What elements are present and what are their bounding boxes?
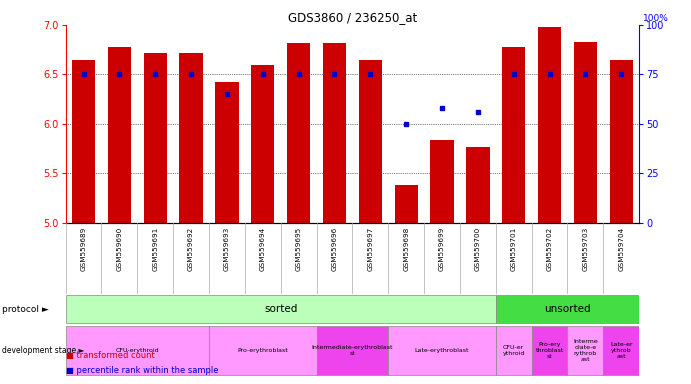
Title: GDS3860 / 236250_at: GDS3860 / 236250_at — [287, 11, 417, 24]
Text: GSM559693: GSM559693 — [224, 226, 230, 270]
Text: CFU-er
ythroid: CFU-er ythroid — [502, 345, 525, 356]
Bar — [574, 42, 597, 223]
Bar — [316, 326, 388, 375]
Bar — [430, 140, 454, 223]
Bar — [66, 295, 496, 323]
Text: GSM559701: GSM559701 — [511, 226, 517, 270]
Text: Late-er
ythrob
ast: Late-er ythrob ast — [610, 342, 632, 359]
Bar — [395, 185, 418, 223]
Bar — [209, 326, 316, 375]
Text: CFU-erythroid: CFU-erythroid — [115, 348, 159, 353]
Text: GSM559689: GSM559689 — [81, 226, 86, 270]
Bar — [323, 43, 346, 223]
Text: GSM559690: GSM559690 — [116, 226, 122, 270]
Bar — [466, 147, 489, 223]
Bar — [216, 82, 238, 223]
Text: GSM559699: GSM559699 — [439, 226, 445, 270]
Text: GSM559700: GSM559700 — [475, 226, 481, 270]
Bar — [603, 326, 639, 375]
Text: Pro-ery
throblast
st: Pro-ery throblast st — [536, 342, 564, 359]
Bar — [496, 295, 639, 323]
Bar — [72, 60, 95, 223]
Text: ■ percentile rank within the sample: ■ percentile rank within the sample — [66, 366, 218, 375]
Bar — [567, 326, 603, 375]
Bar — [108, 47, 131, 223]
Text: Pro-erythroblast: Pro-erythroblast — [238, 348, 288, 353]
Bar — [144, 53, 167, 223]
Bar — [251, 65, 274, 223]
Text: GSM559704: GSM559704 — [618, 226, 624, 270]
Text: GSM559698: GSM559698 — [403, 226, 409, 270]
Text: protocol ►: protocol ► — [2, 305, 49, 314]
Text: GSM559694: GSM559694 — [260, 226, 266, 270]
Text: Interme
diate-e
rythrob
ast: Interme diate-e rythrob ast — [573, 339, 598, 362]
Bar — [180, 53, 202, 223]
Text: GSM559692: GSM559692 — [188, 226, 194, 270]
Text: Late-erythroblast: Late-erythroblast — [415, 348, 469, 353]
Text: GSM559703: GSM559703 — [583, 226, 589, 270]
Text: GSM559696: GSM559696 — [332, 226, 337, 270]
Text: GSM559691: GSM559691 — [152, 226, 158, 270]
Text: GSM559697: GSM559697 — [368, 226, 373, 270]
Bar — [287, 43, 310, 223]
Text: Intermediate-erythroblast
st: Intermediate-erythroblast st — [312, 345, 393, 356]
Text: development stage ►: development stage ► — [2, 346, 84, 355]
Text: 100%: 100% — [643, 14, 668, 23]
Bar — [609, 60, 633, 223]
Text: sorted: sorted — [264, 304, 297, 314]
Bar — [502, 47, 525, 223]
Bar — [538, 27, 561, 223]
Text: GSM559702: GSM559702 — [547, 226, 553, 270]
Text: GSM559695: GSM559695 — [296, 226, 302, 270]
Bar — [388, 326, 496, 375]
Text: ■ transformed count: ■ transformed count — [66, 351, 154, 360]
Text: unsorted: unsorted — [545, 304, 591, 314]
Bar — [66, 326, 209, 375]
Bar — [531, 326, 567, 375]
Bar — [359, 60, 382, 223]
Bar — [496, 326, 531, 375]
